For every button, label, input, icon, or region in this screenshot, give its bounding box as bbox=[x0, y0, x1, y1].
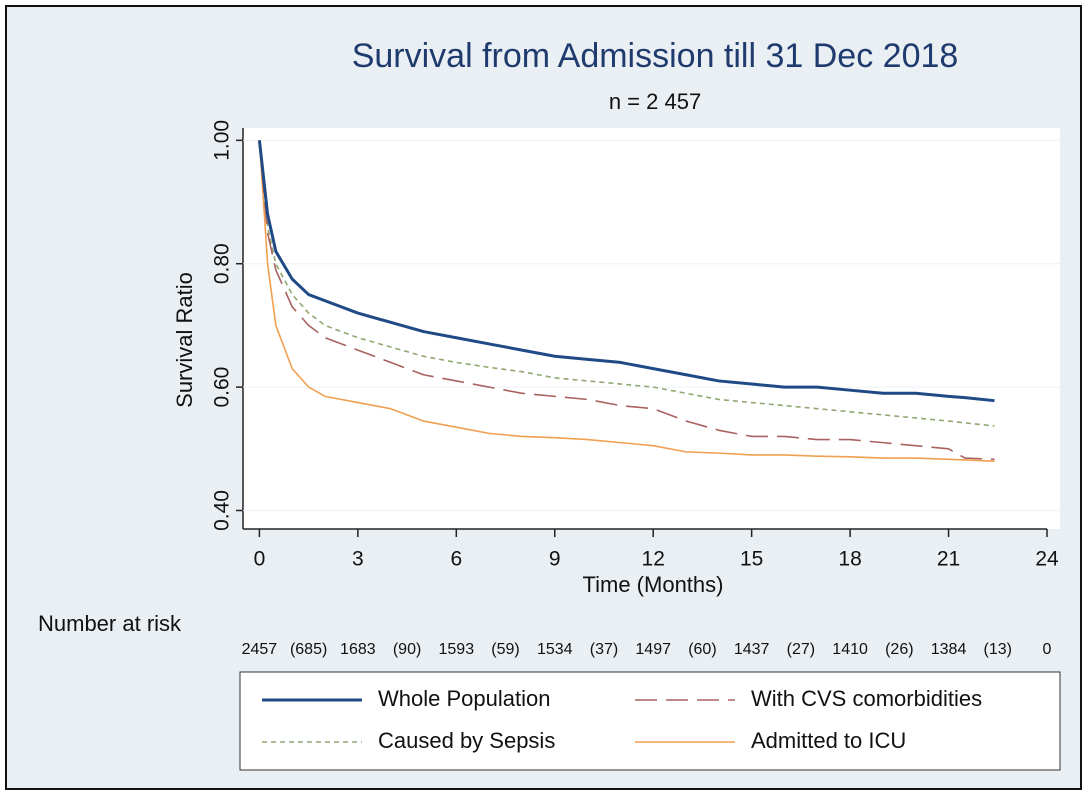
y-tick-label: 0.60 bbox=[211, 367, 234, 408]
x-tick-label: 15 bbox=[740, 548, 763, 571]
at-risk-title: Number at risk bbox=[38, 611, 182, 636]
legend-label: Caused by Sepsis bbox=[378, 728, 555, 753]
at-risk-censored: (26) bbox=[885, 641, 913, 658]
at-risk-count: 2457 bbox=[242, 641, 278, 658]
at-risk-count: 1683 bbox=[340, 641, 376, 658]
legend-label: With CVS comorbidities bbox=[751, 686, 982, 711]
y-axis-title: Survival Ratio bbox=[172, 272, 197, 408]
legend bbox=[239, 671, 1061, 771]
legend-label: Admitted to ICU bbox=[751, 728, 906, 753]
y-tick-label: 1.00 bbox=[211, 120, 234, 161]
x-tick-label: 21 bbox=[937, 548, 960, 571]
at-risk-censored: (13) bbox=[984, 641, 1012, 658]
survival-curve bbox=[257, 140, 995, 403]
legend-label: Whole Population bbox=[378, 686, 550, 711]
y-tick-label: 0.80 bbox=[211, 243, 234, 284]
at-risk-censored: (60) bbox=[688, 641, 716, 658]
at-risk-censored: (37) bbox=[590, 641, 618, 658]
at-risk-count: 1534 bbox=[537, 641, 573, 658]
at-risk-count: 1593 bbox=[439, 641, 475, 658]
at-risk-censored: (59) bbox=[491, 641, 519, 658]
at-risk-count: 1384 bbox=[931, 641, 967, 658]
at-risk-censored: (27) bbox=[787, 641, 815, 658]
x-tick-label: 24 bbox=[1035, 548, 1059, 571]
at-risk-count: 1497 bbox=[635, 641, 671, 658]
y-tick-label: 0.40 bbox=[211, 490, 234, 531]
at-risk-count: 0 bbox=[1043, 641, 1052, 658]
x-tick-label: 6 bbox=[450, 548, 462, 571]
chart-title: Survival from Admission till 31 Dec 2018 bbox=[352, 37, 959, 75]
x-tick-label: 3 bbox=[352, 548, 364, 571]
chart-subtitle: n = 2 457 bbox=[609, 89, 701, 114]
x-tick-label: 9 bbox=[549, 548, 561, 571]
survival-curve bbox=[258, 140, 995, 461]
at-risk-censored: (685) bbox=[290, 641, 327, 658]
x-tick-label: 0 bbox=[254, 548, 266, 571]
at-risk-count: 1437 bbox=[734, 641, 770, 658]
x-tick-label: 18 bbox=[838, 548, 861, 571]
x-axis-title: Time (Months) bbox=[583, 572, 724, 597]
at-risk-censored: (90) bbox=[393, 641, 421, 658]
survival-curve bbox=[258, 140, 995, 462]
at-risk-count: 1410 bbox=[832, 641, 868, 658]
plot-area bbox=[243, 128, 1060, 529]
x-tick-label: 12 bbox=[642, 548, 665, 571]
survival-curve bbox=[258, 140, 995, 427]
